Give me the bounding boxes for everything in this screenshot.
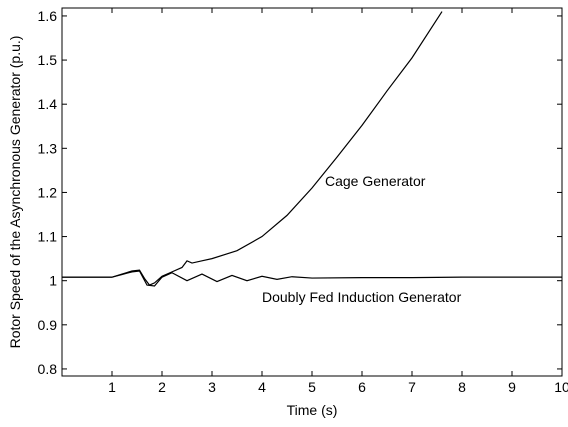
x-tick-label: 2 bbox=[158, 379, 166, 395]
x-tick-label: 1 bbox=[108, 379, 116, 395]
y-tick-label: 0.9 bbox=[38, 317, 58, 333]
x-tick-label: 10 bbox=[554, 379, 568, 395]
y-tick-label: 1.3 bbox=[38, 140, 58, 156]
y-tick-label: 0.8 bbox=[38, 361, 58, 377]
x-tick-label: 3 bbox=[208, 379, 216, 395]
x-tick-label: 6 bbox=[358, 379, 366, 395]
y-tick-label: 1.1 bbox=[38, 229, 58, 245]
x-axis-label: Time (s) bbox=[287, 402, 338, 418]
series-line bbox=[62, 11, 443, 286]
x-tick-label: 7 bbox=[408, 379, 416, 395]
annotation: Cage Generator bbox=[325, 173, 426, 189]
x-tick-label: 5 bbox=[308, 379, 316, 395]
y-tick-label: 1.6 bbox=[38, 8, 58, 24]
y-tick-label: 1.2 bbox=[38, 184, 58, 200]
x-tick-label: 9 bbox=[508, 379, 516, 395]
y-tick-label: 1.5 bbox=[38, 52, 58, 68]
plot-frame bbox=[61, 7, 563, 377]
annotation: Doubly Fed Induction Generator bbox=[262, 289, 462, 305]
series-line bbox=[62, 270, 562, 287]
y-axis-label: Rotor Speed of the Asynchronous Generato… bbox=[7, 36, 23, 349]
y-tick-label: 1 bbox=[49, 273, 57, 289]
y-tick-label: 1.4 bbox=[38, 96, 58, 112]
x-tick-label: 4 bbox=[258, 379, 266, 395]
x-tick-label: 8 bbox=[458, 379, 466, 395]
